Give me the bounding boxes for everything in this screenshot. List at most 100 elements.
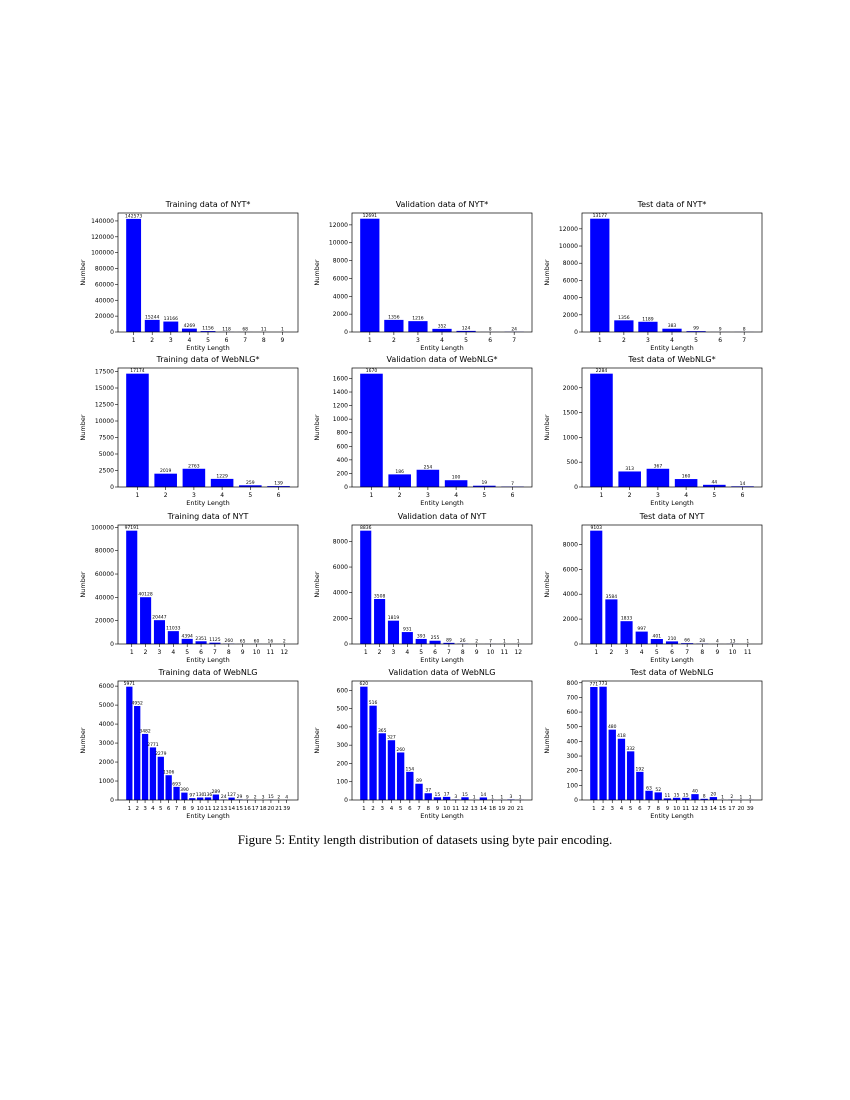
value-label: 3508 bbox=[374, 594, 386, 600]
value-label: 20 bbox=[711, 792, 717, 798]
figure-caption: Figure 5: Entity length distribution of … bbox=[237, 832, 613, 847]
chart: Validation data of NYT* 0 2000 4000 6000 8000… bbox=[313, 200, 533, 352]
y-tick-label: 6000 bbox=[99, 683, 114, 690]
value-label: 63 bbox=[646, 785, 652, 791]
value-label: 332 bbox=[626, 746, 635, 752]
x-tick-label: 4 bbox=[684, 492, 688, 499]
value-label: 773 bbox=[599, 681, 608, 687]
x-tick-label: 5 bbox=[248, 492, 252, 499]
x-axis-label: Entity Length bbox=[650, 499, 693, 507]
y-tick-label: 4000 bbox=[563, 295, 578, 302]
y-tick-label: 40000 bbox=[95, 297, 114, 304]
y-tick-label: 600 bbox=[337, 443, 349, 450]
value-label: 2284 bbox=[596, 368, 608, 374]
value-label: 186 bbox=[395, 469, 404, 475]
value-label: 260 bbox=[225, 638, 234, 644]
bar bbox=[126, 530, 138, 644]
value-label: 1 bbox=[517, 638, 520, 644]
y-tick-label: 4000 bbox=[333, 293, 348, 300]
value-label: 771 bbox=[590, 682, 599, 688]
x-tick-label: 8 bbox=[461, 649, 465, 656]
bar bbox=[126, 218, 142, 332]
y-tick-label: 100 bbox=[567, 782, 579, 789]
x-tick-label: 14 bbox=[228, 806, 235, 812]
y-tick-label: 500 bbox=[337, 706, 349, 713]
value-label: 14 bbox=[481, 792, 487, 798]
x-tick-label: 9 bbox=[475, 649, 479, 656]
x-tick-label: 5 bbox=[419, 649, 423, 656]
y-tick-label: 800 bbox=[567, 680, 579, 687]
value-label: 393 bbox=[417, 633, 426, 639]
value-label: 620 bbox=[360, 681, 369, 687]
x-tick-label: 7 bbox=[647, 806, 651, 812]
x-tick-label: 18 bbox=[260, 806, 267, 812]
x-axis-label: Entity Length bbox=[186, 344, 229, 352]
value-label: 130 bbox=[196, 792, 205, 798]
bar bbox=[387, 740, 396, 800]
y-tick-label: 400 bbox=[337, 457, 349, 464]
x-tick-label: 6 bbox=[167, 806, 171, 812]
value-label: 254 bbox=[424, 464, 433, 470]
value-label: 997 bbox=[637, 626, 646, 632]
x-tick-label: 20 bbox=[507, 806, 514, 812]
bar bbox=[665, 641, 679, 644]
value-label: 313 bbox=[625, 466, 634, 472]
value-label: 28 bbox=[699, 638, 705, 644]
x-tick-label: 10 bbox=[443, 806, 450, 812]
bar bbox=[709, 797, 718, 800]
value-label: 89 bbox=[416, 778, 422, 784]
bar bbox=[429, 640, 441, 644]
x-tick-label: 3 bbox=[169, 337, 173, 344]
x-tick-label: 2 bbox=[601, 806, 605, 812]
bar bbox=[182, 468, 206, 487]
bar bbox=[681, 643, 694, 644]
chart: Training data of WebNLG* 0 2500 5000 7500 100… bbox=[79, 355, 299, 507]
x-tick-label: 4 bbox=[405, 649, 409, 656]
x-tick-label: 4 bbox=[440, 337, 444, 344]
value-label: 15244 bbox=[145, 314, 159, 320]
y-tick-label: 6000 bbox=[563, 277, 578, 284]
y-tick-label: 0 bbox=[574, 329, 578, 336]
y-tick-label: 0 bbox=[110, 641, 114, 648]
y-tick-label: 2000 bbox=[333, 311, 348, 318]
x-tick-label: 4 bbox=[640, 649, 644, 656]
x-tick-label: 1 bbox=[136, 492, 140, 499]
y-axis-label: Number bbox=[79, 727, 87, 753]
bar bbox=[479, 797, 488, 800]
x-tick-label: 5 bbox=[712, 492, 716, 499]
y-tick-label: 300 bbox=[567, 753, 579, 760]
x-tick-label: 2 bbox=[371, 806, 375, 812]
chart-title: Test data of WebNLG* bbox=[627, 355, 715, 364]
bar bbox=[620, 621, 633, 644]
bar bbox=[654, 792, 662, 800]
y-tick-label: 20000 bbox=[95, 618, 114, 625]
bar bbox=[173, 786, 180, 800]
bar bbox=[638, 321, 658, 332]
bar bbox=[646, 468, 670, 487]
bar bbox=[650, 639, 663, 644]
value-label: 365 bbox=[378, 728, 387, 734]
value-label: 367 bbox=[654, 463, 663, 469]
bar bbox=[387, 620, 400, 644]
plot-frame bbox=[581, 212, 763, 333]
x-tick-label: 21 bbox=[275, 806, 282, 812]
bar bbox=[686, 331, 706, 332]
value-label: 15 bbox=[435, 792, 441, 798]
x-tick-label: 12 bbox=[514, 649, 522, 656]
x-tick-label: 4 bbox=[220, 492, 224, 499]
x-tick-label: 10 bbox=[197, 806, 204, 812]
plot-frame bbox=[117, 212, 299, 333]
bar bbox=[590, 218, 610, 332]
x-tick-label: 8 bbox=[700, 649, 704, 656]
value-label: 693 bbox=[172, 781, 181, 787]
y-tick-label: 2500 bbox=[99, 467, 114, 474]
value-label: 124 bbox=[462, 325, 471, 331]
bar bbox=[618, 471, 641, 487]
x-tick-label: 17 bbox=[728, 806, 735, 812]
chart: Test data of WebNLG* 0 500 1000 1500 2000 2284… bbox=[543, 355, 763, 507]
y-tick-label: 17500 bbox=[95, 368, 114, 375]
y-tick-label: 10000 bbox=[329, 240, 348, 247]
x-tick-label: 7 bbox=[175, 806, 179, 812]
value-label: 1229 bbox=[216, 473, 228, 479]
